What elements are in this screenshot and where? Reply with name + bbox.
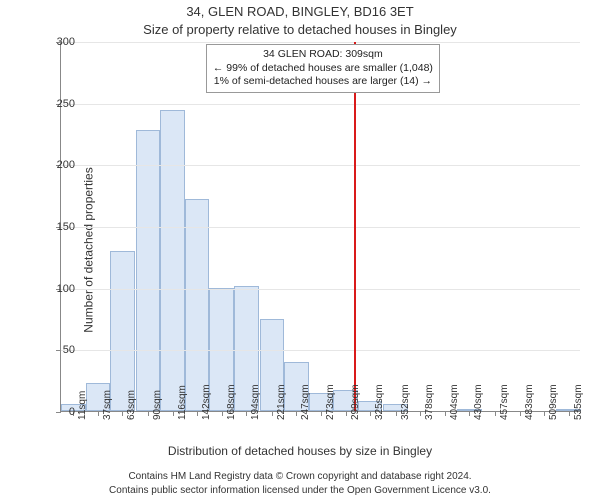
annotation-line: 34 GLEN ROAD: 309sqm: [213, 48, 433, 62]
xtick-mark: [520, 411, 521, 416]
xtick-mark: [222, 411, 223, 416]
xtick-label: 483sqm: [524, 384, 535, 420]
gridline: [61, 165, 580, 166]
ytick-label: 200: [35, 159, 75, 171]
xtick-label: 352sqm: [400, 384, 411, 420]
ytick-label: 250: [35, 98, 75, 110]
ytick-label: 300: [35, 36, 75, 48]
plot-area: 34 GLEN ROAD: 309sqm← 99% of detached ho…: [60, 42, 580, 412]
xtick-label: 247sqm: [300, 384, 311, 420]
histogram-bar: [185, 199, 210, 411]
xtick-mark: [122, 411, 123, 416]
annotation-line: 1% of semi-detached houses are larger (1…: [213, 75, 433, 89]
xtick-label: 90sqm: [152, 390, 163, 420]
xtick-mark: [544, 411, 545, 416]
xtick-mark: [197, 411, 198, 416]
xtick-mark: [495, 411, 496, 416]
xtick-mark: [148, 411, 149, 416]
histogram-bar: [110, 251, 135, 411]
xtick-mark: [246, 411, 247, 416]
xtick-label: 11sqm: [77, 391, 88, 420]
xtick-label: 221sqm: [276, 384, 287, 420]
gridline: [61, 42, 580, 43]
xtick-mark: [396, 411, 397, 416]
annotation-box: 34 GLEN ROAD: 309sqm← 99% of detached ho…: [206, 44, 440, 93]
chart-container: { "titles": { "line1": "34, GLEN ROAD, B…: [0, 0, 600, 500]
footer-line2: Contains public sector information licen…: [0, 485, 600, 496]
x-axis-label: Distribution of detached houses by size …: [0, 444, 600, 458]
xtick-mark: [296, 411, 297, 416]
xtick-label: 509sqm: [548, 384, 559, 420]
xtick-label: 116sqm: [177, 385, 188, 420]
gridline: [61, 104, 580, 105]
xtick-mark: [420, 411, 421, 416]
xtick-mark: [346, 411, 347, 416]
xtick-label: 37sqm: [102, 390, 113, 420]
xtick-label: 299sqm: [350, 384, 361, 420]
gridline: [61, 350, 580, 351]
xtick-label: 194sqm: [250, 384, 261, 420]
xtick-mark: [469, 411, 470, 416]
reference-line: [354, 42, 356, 411]
xtick-label: 273sqm: [325, 384, 336, 420]
xtick-mark: [370, 411, 371, 416]
xtick-mark: [173, 411, 174, 416]
histogram-bar: [160, 110, 185, 411]
ytick-label: 150: [35, 221, 75, 233]
xtick-mark: [272, 411, 273, 416]
xtick-label: 378sqm: [424, 384, 435, 420]
histogram-bar: [136, 130, 161, 411]
annotation-line: ← 99% of detached houses are smaller (1,…: [213, 62, 433, 76]
chart-title-line1: 34, GLEN ROAD, BINGLEY, BD16 3ET: [0, 4, 600, 19]
xtick-label: 430sqm: [473, 384, 484, 420]
xtick-mark: [98, 411, 99, 416]
xtick-label: 168sqm: [226, 384, 237, 420]
xtick-label: 535sqm: [573, 384, 584, 420]
xtick-mark: [445, 411, 446, 416]
xtick-label: 404sqm: [449, 384, 460, 420]
xtick-label: 325sqm: [374, 384, 385, 420]
ytick-label: 100: [35, 283, 75, 295]
gridline: [61, 227, 580, 228]
ytick-label: 0: [35, 406, 75, 418]
xtick-label: 63sqm: [126, 390, 137, 420]
xtick-label: 142sqm: [201, 384, 212, 420]
xtick-mark: [569, 411, 570, 416]
footer-line1: Contains HM Land Registry data © Crown c…: [0, 471, 600, 482]
ytick-label: 50: [35, 344, 75, 356]
chart-title-line2: Size of property relative to detached ho…: [0, 22, 600, 37]
xtick-mark: [321, 411, 322, 416]
gridline: [61, 289, 580, 290]
xtick-label: 457sqm: [499, 384, 510, 420]
